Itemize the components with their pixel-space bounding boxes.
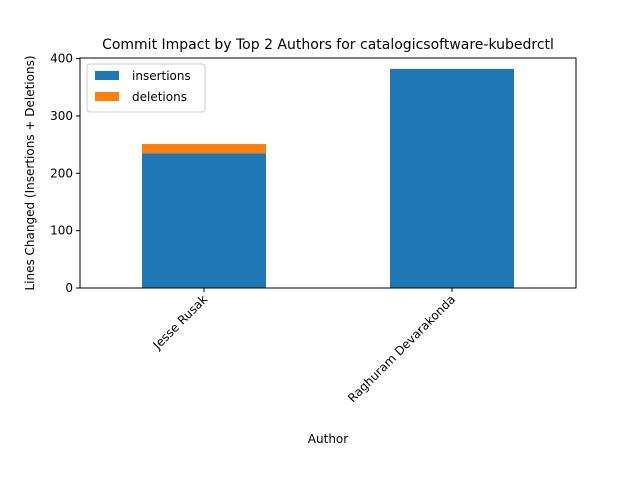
y-axis: 0 100 200 300 400: [50, 52, 80, 295]
legend-swatch-insertions: [95, 71, 119, 80]
bar-deletions-0: [142, 144, 266, 154]
bar-insertions-1: [390, 68, 514, 288]
legend-label-insertions: insertions: [132, 69, 191, 83]
legend-label-deletions: deletions: [132, 90, 187, 104]
y-tick-label: 400: [50, 52, 73, 66]
x-axis-label: Author: [308, 432, 348, 446]
y-axis-label: Lines Changed (Insertions + Deletions): [23, 55, 37, 290]
y-tick-label: 0: [65, 281, 73, 295]
legend: insertions deletions: [86, 63, 206, 113]
legend-swatch-deletions: [95, 92, 119, 101]
y-tick-label: 300: [50, 109, 73, 123]
bars-layer: [142, 68, 514, 288]
y-tick-label: 200: [50, 166, 73, 180]
y-tick-label: 100: [50, 224, 73, 238]
chart-title: Commit Impact by Top 2 Authors for catal…: [102, 37, 554, 53]
bar-insertions-0: [142, 153, 266, 288]
